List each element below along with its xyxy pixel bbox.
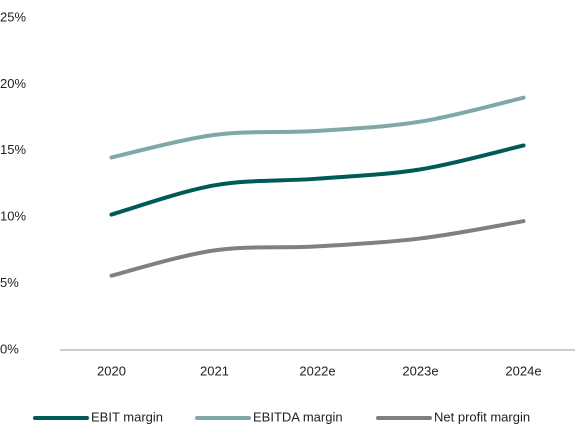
- line-series: [109, 143, 526, 217]
- x-tick-label: 2021: [200, 363, 229, 378]
- y-tick-label: 5%: [0, 275, 19, 290]
- line-series: [109, 219, 526, 278]
- y-tick-label: 10%: [0, 209, 26, 224]
- x-tick-label: 2023e: [402, 363, 438, 378]
- x-tick-label: 2022e: [299, 363, 335, 378]
- x-tick-label: 2020: [97, 363, 126, 378]
- x-tick-label: 2024e: [505, 363, 541, 378]
- line-series: [109, 95, 526, 160]
- legend-label: EBITDA margin: [253, 409, 343, 424]
- y-tick-label: 0%: [0, 341, 19, 356]
- legend-label: Net profit margin: [434, 409, 530, 424]
- legend-label: EBIT margin: [91, 409, 163, 424]
- y-tick-label: 25%: [0, 9, 26, 24]
- y-tick-label: 20%: [0, 76, 26, 91]
- y-tick-label: 15%: [0, 142, 26, 157]
